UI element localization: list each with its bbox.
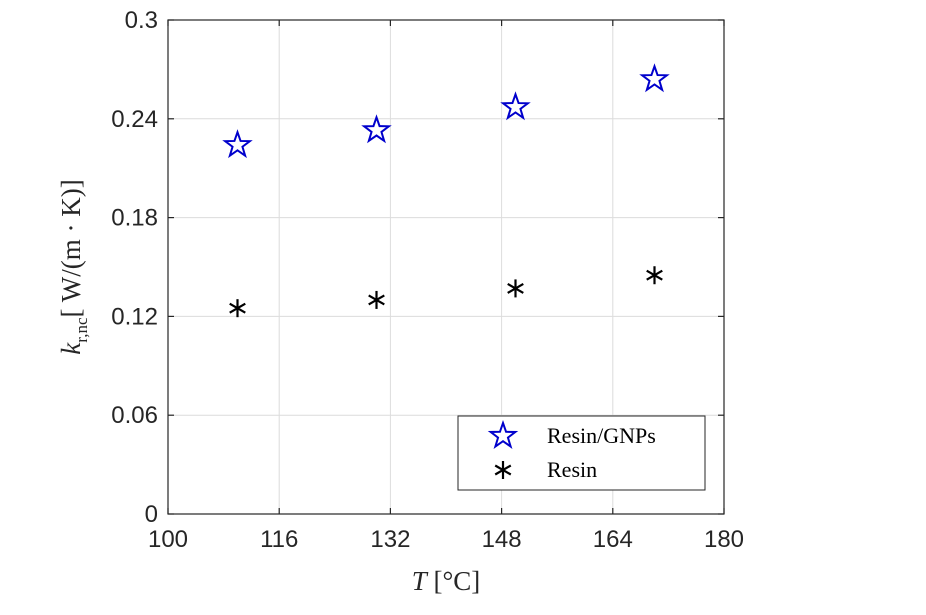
y-tick-label: 0.18 [111,205,158,232]
legend-entry-label: Resin/GNPs [547,423,656,448]
asterisk-point [229,299,246,318]
x-tick-label: 148 [482,526,522,553]
x-tick-label: 164 [593,526,633,553]
asterisk-point [646,266,663,285]
legend-star-icon [487,419,519,449]
y-tick-label: 0 [145,501,158,528]
y-tick-label: 0.24 [111,106,158,133]
y-tick-label: 0.12 [111,303,158,330]
x-tick-label: 100 [148,526,188,553]
star-point [222,129,253,159]
data-points [222,63,670,318]
x-axis-label: T [°C] [412,566,481,596]
y-axis-label: kr,nc[ W/(m · K)] [56,179,91,354]
star-point [500,91,531,121]
x-tick-label: 180 [704,526,744,553]
star-point [639,63,670,93]
axis-ticks [167,19,725,515]
legend-box [457,415,706,491]
x-tick-labels: 100 116 132 148 164 180 [148,526,744,553]
y-tick-label: 0.3 [125,7,158,34]
plot-frame [167,19,725,515]
asterisk-point [368,290,385,309]
y-tick-labels: 0 0.06 0.12 0.18 0.24 0.3 [111,7,158,528]
star-point [361,114,392,144]
legend-asterisk-icon [494,461,512,479]
legend: Resin/GNPs Resin [457,415,706,491]
legend-items: Resin/GNPs Resin [487,419,656,482]
asterisk-point [507,279,524,298]
y-tick-label: 0.06 [111,402,158,429]
x-tick-label: 116 [260,526,298,553]
legend-entry-label: Resin [547,457,597,482]
x-tick-label: 132 [370,526,410,553]
